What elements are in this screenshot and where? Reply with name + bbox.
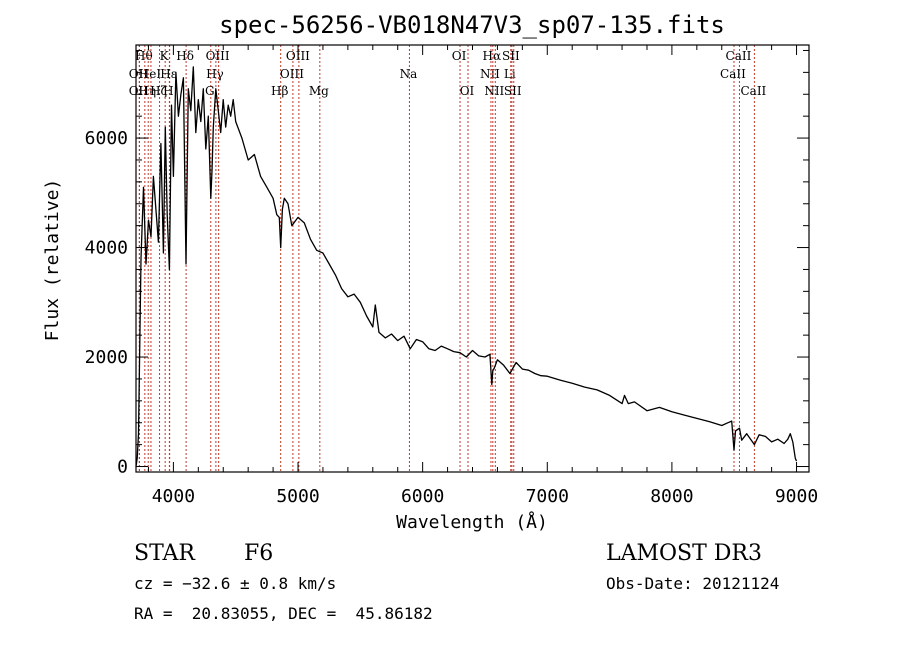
y-tick-label: 0 [117,457,128,478]
line-label: Li [504,67,516,81]
line-label: CaII [726,49,752,63]
x-tick-label: 9000 [775,486,818,507]
line-label: H [163,84,173,98]
x-tick-label: 6000 [401,486,444,507]
x-tick-label: 7000 [526,486,569,507]
line-label: Hε [160,67,177,81]
line-label: Hζ [150,84,167,98]
x-axis-label: Wavelength (Å) [396,511,548,533]
line-label: OII [129,67,149,81]
object-class: STAR [134,541,195,566]
line-label: OI [460,84,475,98]
line-label: HeI [139,67,162,81]
line-label: Hθ [135,49,153,63]
line-label: CaII [740,84,766,98]
y-tick-label: 4000 [85,238,128,259]
line-label: Hα [483,49,502,63]
obs-date: Obs-Date: 20121124 [606,574,780,593]
y-tick-label: 6000 [85,128,128,149]
velocity-readout: cz = −32.6 ± 0.8 km/s [134,574,337,593]
line-label: OII [129,84,149,98]
line-label: SII [504,84,522,98]
y-axis-label: Flux (relative) [42,179,63,342]
y-tick-label: 2000 [85,347,128,368]
survey-name: LAMOST DR3 [606,541,762,566]
x-tick-label: 8000 [650,486,693,507]
line-label: Hβ [271,84,288,98]
line-label: CaII [720,67,746,81]
line-label: OI [452,49,467,63]
line-label: Na [400,67,418,81]
line-label: NII [480,67,500,81]
line-label: SII [502,49,520,63]
line-label: G [205,84,215,98]
line-label: NII [484,84,504,98]
x-tick-label: 4000 [152,486,195,507]
line-label: K [160,49,170,63]
object-subclass: F6 [244,541,274,566]
spectrum-layer [135,66,798,467]
line-label: OIII [280,67,304,81]
chart-title: spec-56256-VB018N47V3_sp07-135.fits [219,11,725,39]
spectrum-series-line [135,66,798,467]
plot-frame [135,44,810,473]
line-label: OIII [206,49,230,63]
line-label: Mg [309,84,329,98]
line-label: Hδ [176,49,194,63]
coordinates: RA = 20.83055, DEC = 45.86182 [134,604,433,623]
line-label: Hγ [206,67,224,81]
axes-layer: 4000 5000 6000 7000 8000 9000 0 2000 4000 6000 [85,44,818,507]
line-label: OIII [286,49,310,63]
x-tick-label: 5000 [276,486,319,507]
line-label: Hη [138,84,156,98]
